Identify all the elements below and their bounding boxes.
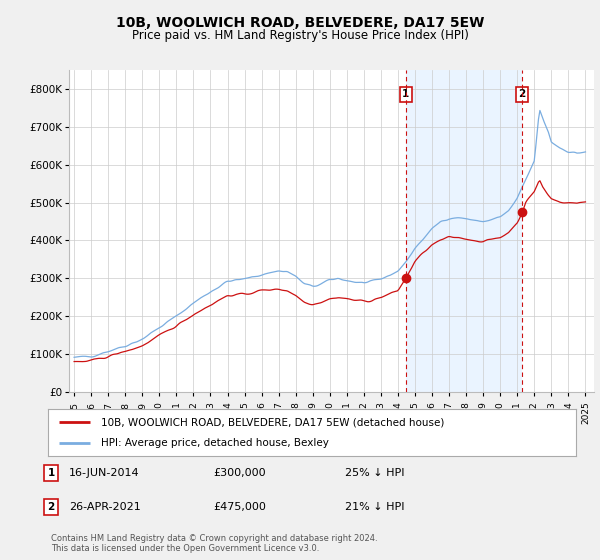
Text: 21% ↓ HPI: 21% ↓ HPI: [345, 502, 404, 512]
Text: 10B, WOOLWICH ROAD, BELVEDERE, DA17 5EW (detached house): 10B, WOOLWICH ROAD, BELVEDERE, DA17 5EW …: [101, 417, 444, 427]
Text: 1: 1: [47, 468, 55, 478]
Text: 2: 2: [47, 502, 55, 512]
Text: £300,000: £300,000: [213, 468, 266, 478]
Text: 26-APR-2021: 26-APR-2021: [69, 502, 141, 512]
Text: Price paid vs. HM Land Registry's House Price Index (HPI): Price paid vs. HM Land Registry's House …: [131, 29, 469, 42]
Text: 2: 2: [518, 89, 526, 99]
Text: 25% ↓ HPI: 25% ↓ HPI: [345, 468, 404, 478]
Text: Contains HM Land Registry data © Crown copyright and database right 2024.: Contains HM Land Registry data © Crown c…: [51, 534, 377, 543]
Text: This data is licensed under the Open Government Licence v3.0.: This data is licensed under the Open Gov…: [51, 544, 319, 553]
Text: £475,000: £475,000: [213, 502, 266, 512]
Text: HPI: Average price, detached house, Bexley: HPI: Average price, detached house, Bexl…: [101, 438, 329, 448]
Text: 1: 1: [402, 89, 409, 99]
Text: 10B, WOOLWICH ROAD, BELVEDERE, DA17 5EW: 10B, WOOLWICH ROAD, BELVEDERE, DA17 5EW: [116, 16, 484, 30]
Text: 16-JUN-2014: 16-JUN-2014: [69, 468, 140, 478]
Bar: [406, 70, 522, 392]
